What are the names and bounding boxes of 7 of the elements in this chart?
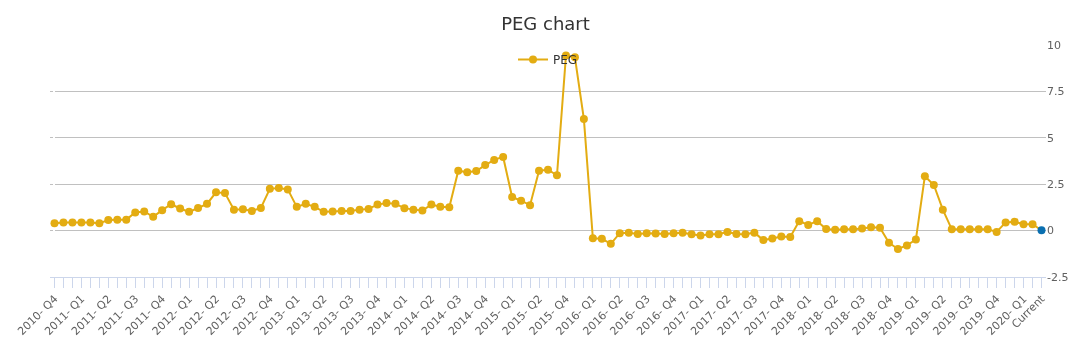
y-tick-label: 7.5 xyxy=(1047,85,1065,99)
chart-title: PEG chart xyxy=(501,13,590,35)
y-tick-label: 5 xyxy=(1047,131,1054,145)
y-tick-label: -2.5 xyxy=(1047,270,1069,284)
y-tick-label: 10 xyxy=(1047,38,1061,52)
y-tick-label: 2.5 xyxy=(1047,178,1065,192)
y-tick-label: 0 xyxy=(1047,224,1054,238)
